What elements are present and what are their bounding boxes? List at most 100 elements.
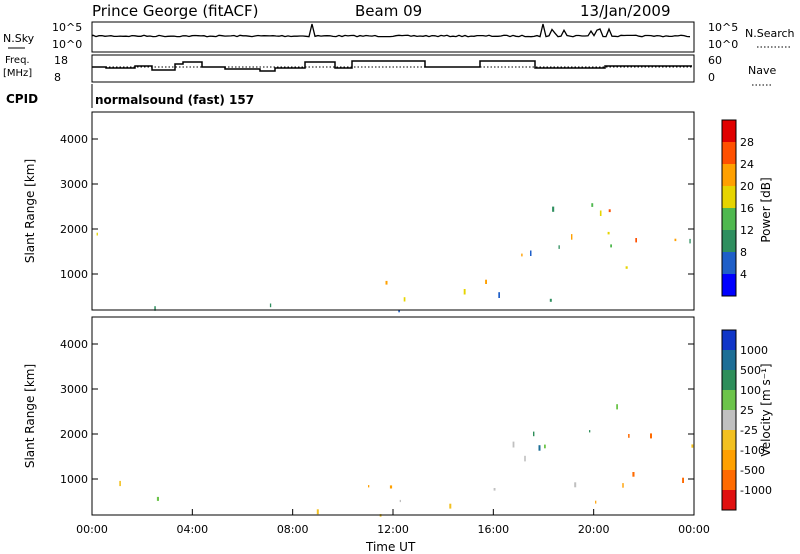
colorbar-swatch bbox=[722, 390, 736, 410]
heatmap-cell bbox=[628, 434, 630, 438]
heatmap-cell bbox=[689, 238, 691, 244]
heatmap-cell bbox=[485, 279, 487, 284]
noise-left-label: N.Sky bbox=[3, 32, 35, 45]
colorbar-swatch bbox=[722, 490, 736, 510]
x-tick-label: 00:00 bbox=[678, 523, 710, 536]
noise-left-tick-top: 10^5 bbox=[52, 21, 82, 34]
y-tick-label: 1000 bbox=[60, 473, 88, 486]
colorbar-swatch bbox=[722, 164, 736, 186]
freq-left-tick-top: 18 bbox=[54, 54, 68, 67]
heatmap-cell bbox=[571, 234, 573, 240]
noise-right-label: N.Search bbox=[745, 27, 795, 40]
colorbar-tick-label: 25 bbox=[740, 404, 754, 417]
power-colorbar: 4 8 12 16 20 24 28 bbox=[721, 119, 754, 297]
freq-panel: Freq. [MHz] 18 8 60 0 Nave bbox=[3, 54, 776, 86]
heatmap-cell bbox=[591, 203, 594, 207]
heatmap-cell bbox=[403, 297, 406, 302]
velocity-heatmap bbox=[119, 404, 694, 517]
y-tick-label: 1000 bbox=[60, 268, 88, 281]
y-tick-label: 3000 bbox=[60, 383, 88, 396]
heatmap-cell bbox=[385, 280, 388, 285]
noise-left-tick-bottom: 10^0 bbox=[52, 38, 82, 51]
noise-right-tick-top: 10^5 bbox=[708, 21, 738, 34]
colorbar-swatch bbox=[722, 274, 736, 296]
heatmap-cell bbox=[691, 444, 694, 448]
freq-trace bbox=[92, 60, 692, 72]
colorbar-tick-label: 100 bbox=[740, 384, 761, 397]
heatmap-cell bbox=[595, 500, 597, 504]
x-axis-label: Time UT bbox=[365, 540, 416, 554]
heatmap-cell bbox=[610, 244, 612, 248]
colorbar-swatch bbox=[722, 142, 736, 164]
colorbar-swatch bbox=[722, 120, 736, 142]
heatmap-cell bbox=[521, 253, 523, 257]
heatmap-cell bbox=[589, 430, 591, 433]
cpid-label: CPID bbox=[6, 92, 38, 106]
heatmap-cell bbox=[96, 232, 98, 236]
heatmap-cell bbox=[530, 250, 532, 256]
power-colorbar-label: Power [dB] bbox=[759, 177, 773, 242]
colorbar-swatch bbox=[722, 208, 736, 230]
colorbar-tick-label: 16 bbox=[740, 202, 754, 215]
heatmap-cell bbox=[558, 245, 560, 249]
heatmap-cell bbox=[632, 472, 635, 477]
heatmap-cell bbox=[682, 477, 684, 483]
heatmap-cell bbox=[552, 206, 555, 212]
colorbar-swatch bbox=[722, 350, 736, 370]
heatmap-cell bbox=[493, 488, 496, 491]
heatmap-cell bbox=[119, 480, 121, 487]
heatmap-cell bbox=[533, 431, 535, 437]
freq-label-line1: Freq. bbox=[5, 55, 30, 66]
noise-trace bbox=[91, 23, 691, 38]
heatmap-cell bbox=[574, 482, 577, 488]
colorbar-frame bbox=[721, 119, 737, 297]
heatmap-cell bbox=[389, 485, 393, 489]
y-tick-label: 3000 bbox=[60, 178, 88, 191]
heatmap-cell bbox=[544, 444, 546, 449]
x-tick-label: 08:00 bbox=[277, 523, 309, 536]
cpid-program: normalsound (fast) 157 bbox=[95, 93, 254, 107]
velocity-panel: 1000 2000 3000 4000 00:00 04:00 08:00 12:00 16:… bbox=[23, 316, 773, 554]
heatmap-cell bbox=[538, 445, 541, 451]
noise-panel: N.Sky 10^5 10^0 10^5 10^0 N.Search bbox=[3, 21, 795, 53]
colorbar-tick-label: 4 bbox=[740, 268, 747, 281]
colorbar-swatch bbox=[722, 252, 736, 274]
nave-label: Nave bbox=[748, 64, 776, 77]
beam-title: Beam 09 bbox=[355, 2, 422, 20]
colorbar-tick-label: -1000 bbox=[740, 484, 772, 497]
heatmap-cell bbox=[674, 238, 677, 242]
colorbar-swatch bbox=[722, 430, 736, 450]
freq-right-tick-bottom: 0 bbox=[708, 71, 715, 84]
heatmap-cell bbox=[616, 404, 618, 410]
heatmap-cell bbox=[608, 209, 611, 213]
power-ylabel: Slant Range [km] bbox=[23, 159, 37, 263]
heatmap-cell bbox=[524, 455, 526, 462]
colorbar-swatch bbox=[722, 330, 736, 350]
heatmap-cell bbox=[625, 266, 628, 269]
colorbar-swatch bbox=[722, 230, 736, 252]
colorbar-tick-label: 28 bbox=[740, 136, 754, 149]
colorbar-tick-label: -100 bbox=[740, 444, 765, 457]
heatmap-cell bbox=[368, 485, 370, 488]
colorbar-tick-label: -25 bbox=[740, 424, 758, 437]
heatmap-cell bbox=[599, 210, 602, 216]
heatmap-cell bbox=[512, 441, 515, 448]
y-tick-label: 2000 bbox=[60, 223, 88, 236]
freq-left-tick-bottom: 8 bbox=[54, 71, 61, 84]
heatmap-cell bbox=[398, 309, 400, 313]
heatmap-cell bbox=[316, 509, 319, 515]
x-tick-label: 16:00 bbox=[477, 523, 509, 536]
colorbar-tick-label: 12 bbox=[740, 224, 754, 237]
colorbar-swatch bbox=[722, 370, 736, 390]
heatmap-cell bbox=[463, 289, 466, 295]
heatmap-cell bbox=[650, 433, 652, 439]
colorbar-tick-label: 500 bbox=[740, 364, 761, 377]
velocity-colorbar-label: Velocity [m s⁻¹] bbox=[759, 363, 773, 456]
heatmap-cell bbox=[399, 499, 401, 503]
x-tick-label: 12:00 bbox=[377, 523, 409, 536]
heatmap-cell bbox=[498, 292, 500, 298]
x-tick-label: 20:00 bbox=[578, 523, 610, 536]
heatmap-cell bbox=[269, 303, 272, 308]
date-title: 13/Jan/2009 bbox=[580, 2, 671, 20]
power-heatmap bbox=[96, 203, 691, 313]
